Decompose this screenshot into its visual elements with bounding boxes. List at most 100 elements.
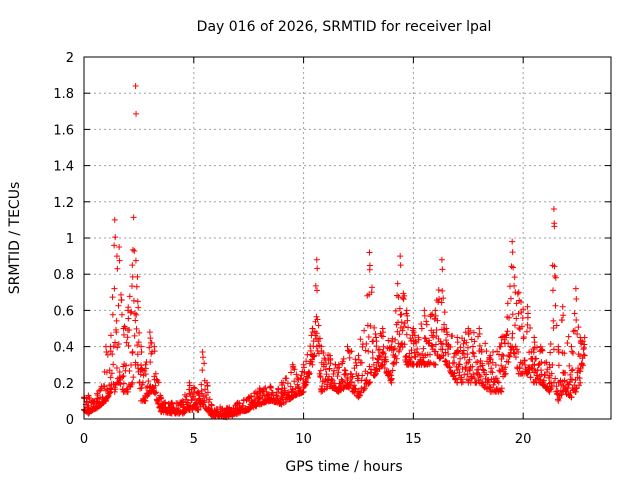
data-point	[120, 331, 127, 338]
data-point	[580, 362, 587, 369]
data-point	[111, 285, 118, 292]
data-point	[533, 355, 540, 362]
data-point	[553, 383, 560, 390]
data-point	[155, 379, 162, 386]
data-point	[132, 317, 139, 324]
data-point	[130, 297, 137, 304]
data-point	[512, 322, 519, 329]
data-point	[439, 266, 446, 273]
data-point	[430, 329, 437, 336]
data-point	[119, 373, 126, 380]
data-point	[510, 264, 517, 271]
data-point	[502, 370, 509, 377]
data-point	[203, 406, 210, 413]
data-point	[388, 347, 395, 354]
y-tick-label: 0.4	[53, 341, 74, 356]
data-point	[485, 360, 492, 367]
data-point	[399, 340, 406, 347]
data-point	[405, 324, 412, 331]
data-point	[420, 345, 427, 352]
data-point	[186, 406, 193, 413]
data-point	[470, 350, 477, 357]
data-point	[361, 327, 368, 334]
data-point	[331, 367, 338, 374]
data-point	[568, 367, 575, 374]
data-point	[513, 300, 520, 307]
data-point	[84, 398, 91, 405]
data-point	[423, 318, 430, 325]
data-point	[268, 384, 275, 391]
data-point	[391, 345, 398, 352]
chart-title: Day 016 of 2026, SRMTID for receiver lpa…	[197, 19, 492, 35]
data-point	[464, 344, 471, 351]
data-point	[376, 346, 383, 353]
data-point	[403, 361, 410, 368]
data-point	[396, 331, 403, 338]
data-point	[397, 253, 404, 260]
data-point	[398, 319, 405, 326]
data-points	[81, 82, 588, 421]
data-point	[469, 349, 476, 356]
data-point	[469, 375, 476, 382]
data-point	[524, 370, 531, 377]
data-point	[425, 340, 432, 347]
data-point	[569, 366, 576, 373]
data-point	[535, 361, 542, 368]
data-point	[301, 364, 308, 371]
data-point	[527, 325, 534, 332]
data-point	[451, 359, 458, 366]
data-point	[145, 390, 152, 397]
data-point	[573, 295, 580, 302]
data-point	[85, 394, 92, 401]
data-point	[432, 312, 439, 319]
data-point	[509, 311, 516, 318]
data-point	[240, 402, 247, 409]
data-point	[380, 329, 387, 336]
data-point	[571, 310, 578, 317]
y-tick-label: 1.8	[53, 87, 74, 102]
data-point	[454, 379, 461, 386]
data-point	[478, 349, 485, 356]
data-point	[133, 283, 140, 290]
data-point	[186, 390, 193, 397]
data-point	[235, 400, 242, 407]
data-point	[107, 348, 114, 355]
data-point	[118, 291, 125, 298]
data-point	[576, 375, 583, 382]
data-point	[466, 356, 473, 363]
data-point	[528, 365, 535, 372]
data-point	[199, 349, 206, 356]
data-point	[442, 357, 449, 364]
data-point	[524, 310, 531, 317]
data-point	[507, 295, 514, 302]
data-point	[396, 347, 403, 354]
data-point	[126, 293, 133, 300]
data-point	[342, 371, 349, 378]
data-point	[519, 315, 526, 322]
data-point	[152, 370, 159, 377]
data-point	[188, 396, 195, 403]
data-point	[388, 379, 395, 386]
data-point	[358, 359, 365, 366]
data-point	[494, 378, 501, 385]
data-point	[465, 325, 472, 332]
data-point	[546, 388, 553, 395]
data-point	[457, 344, 464, 351]
data-point	[432, 361, 439, 368]
y-axis-title: SRMTID / TECUs	[7, 182, 23, 295]
data-point	[538, 359, 545, 366]
data-point	[493, 375, 500, 382]
data-point	[361, 385, 368, 392]
data-point	[538, 371, 545, 378]
data-point	[335, 388, 342, 395]
data-point	[441, 321, 448, 328]
data-point	[120, 380, 127, 387]
data-point	[504, 328, 511, 335]
data-point	[389, 335, 396, 342]
data-point	[488, 365, 495, 372]
data-point	[553, 322, 560, 329]
data-point	[460, 340, 467, 347]
data-point	[538, 367, 545, 374]
data-point	[112, 339, 119, 346]
data-point	[434, 317, 441, 324]
